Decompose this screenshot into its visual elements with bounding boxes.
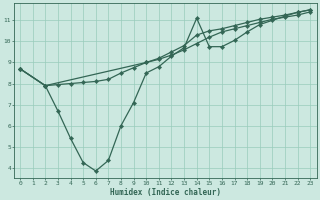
X-axis label: Humidex (Indice chaleur): Humidex (Indice chaleur) xyxy=(110,188,220,197)
